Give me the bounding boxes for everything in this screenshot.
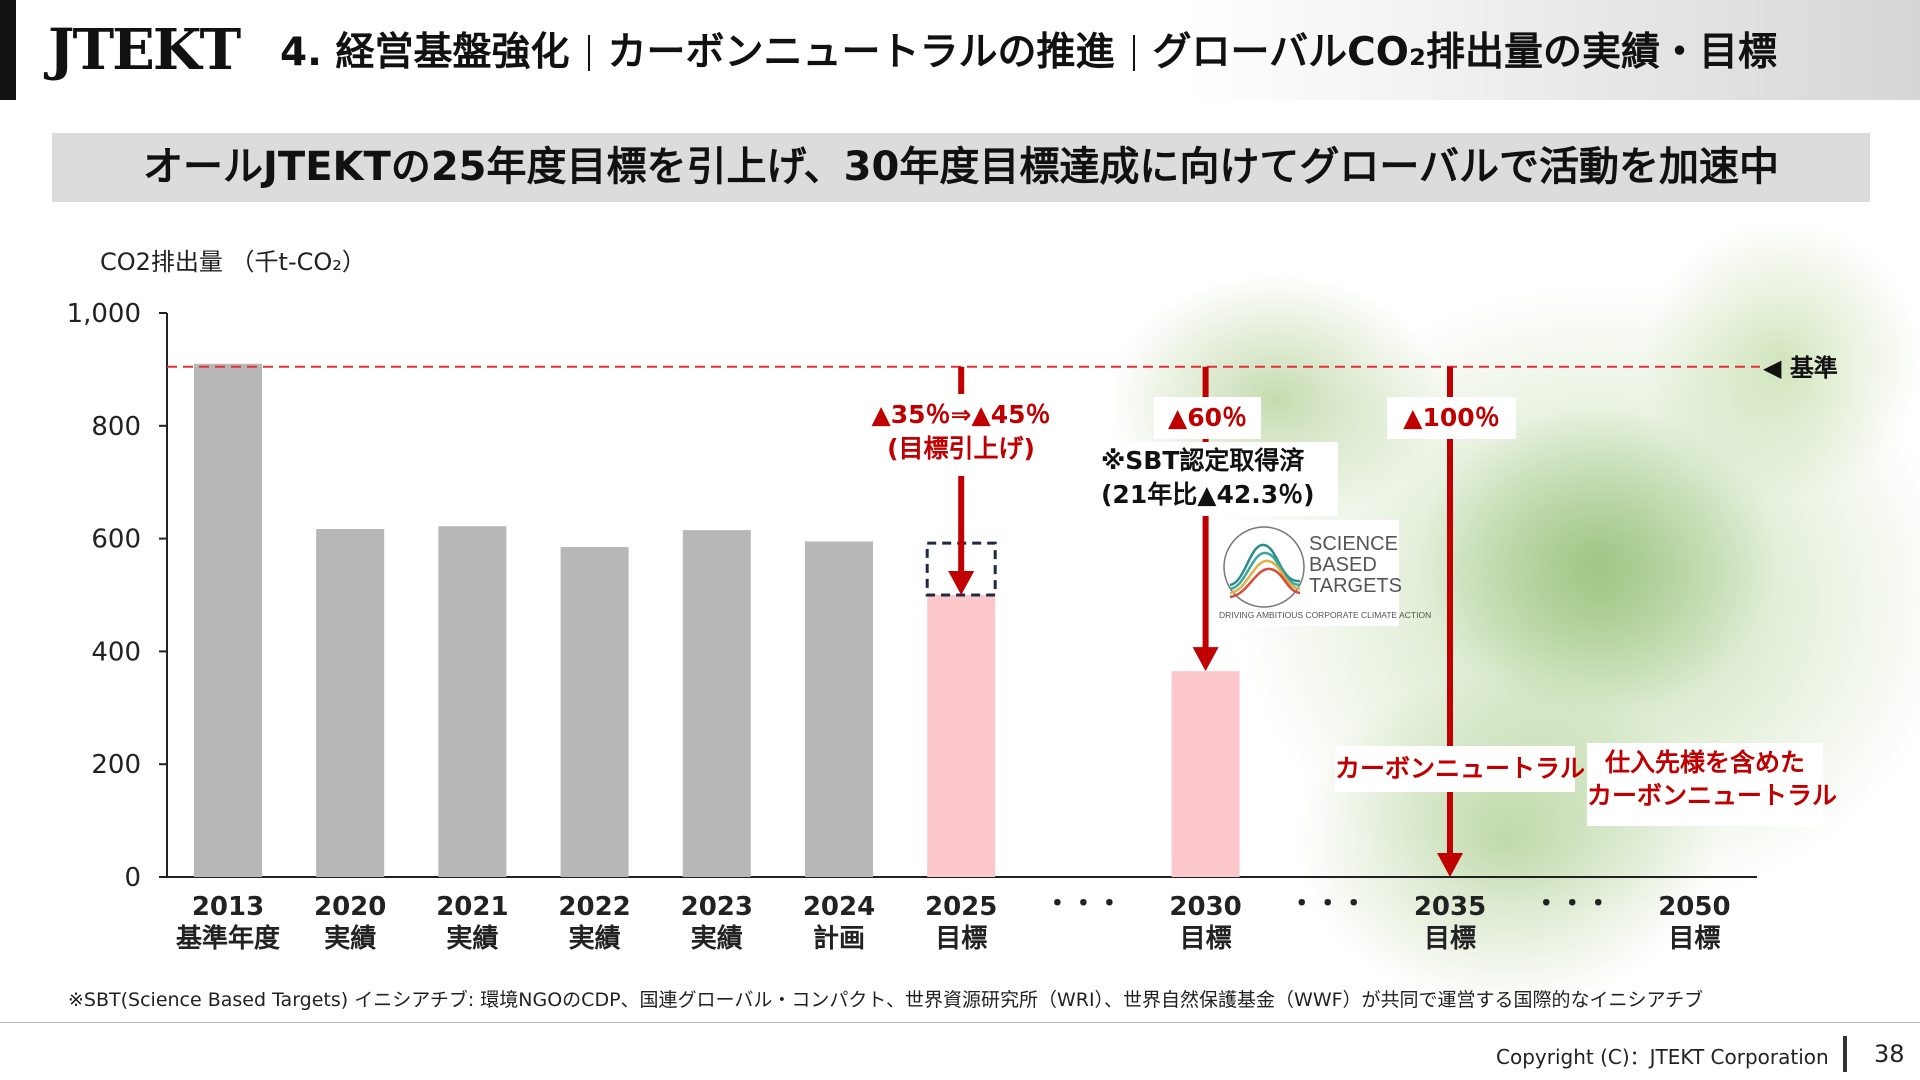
bar-2021 bbox=[438, 526, 507, 877]
label-2050-line1: 仕入先様を含めた bbox=[1604, 748, 1805, 777]
y-axis-title: CO2排出量 （千t-CO₂） bbox=[100, 248, 366, 276]
y-tick-label: 800 bbox=[91, 412, 141, 442]
sbt-logo: SCIENCE BASED TARGETS DRIVING AMBITIOUS … bbox=[1217, 520, 1431, 626]
sbt-note: ※SBT認定取得済 (21年比▲42.3％) bbox=[1093, 442, 1338, 516]
arrow-2025-head bbox=[948, 571, 975, 595]
header-accent-stripe bbox=[0, 0, 16, 100]
x-tick-label: 2013 bbox=[192, 892, 264, 922]
x-tick-label: 2023 bbox=[681, 892, 753, 922]
bar-2024 bbox=[805, 541, 873, 877]
label-2025-line2: (目標引上げ) bbox=[887, 434, 1035, 463]
x-tick-label: 2022 bbox=[558, 892, 630, 922]
title-section: 4. 経営基盤強化 bbox=[280, 30, 570, 75]
title-topic: カーボンニュートラルの推進 bbox=[607, 30, 1115, 75]
label-2030-target: ▲60％ bbox=[1154, 397, 1261, 439]
sbt-logo-text: SCIENCE BASED TARGETS bbox=[1309, 534, 1402, 597]
x-tick-label: 2030 bbox=[1169, 892, 1241, 922]
bar-2020 bbox=[316, 529, 385, 877]
sbt-logo-mark bbox=[1223, 526, 1305, 608]
bar-2022 bbox=[560, 547, 629, 877]
sbt-line-targets: TARGETS bbox=[1309, 575, 1402, 597]
x-tick-sublabel: 目標 bbox=[1180, 924, 1232, 954]
x-tick-label: 2050 bbox=[1658, 892, 1730, 922]
title-subtopic: グローバルCO₂排出量の実績・目標 bbox=[1152, 30, 1778, 75]
x-tick-sublabel: 計画 bbox=[813, 923, 865, 954]
x-tick-sublabel: 実績 bbox=[324, 923, 376, 954]
sbt-note-line1: ※SBT認定取得済 bbox=[1101, 446, 1305, 475]
jtekt-logo: JTEKT bbox=[48, 17, 241, 83]
title-divider bbox=[587, 35, 590, 71]
x-tick-label: ・・・ bbox=[1044, 889, 1122, 919]
label-2025-line1: ▲35％⇒▲45％ bbox=[871, 400, 1051, 429]
x-tick-sublabel: 基準年度 bbox=[176, 923, 280, 954]
label-2035-carbon-neutral: カーボンニュートラル bbox=[1335, 746, 1585, 792]
label-2050-line2: カーボンニュートラル bbox=[1587, 781, 1838, 810]
headline-banner: オールJTEKTの25年度目標を引上げ、30年度目標達成に向けてグローバルで活動… bbox=[52, 133, 1870, 202]
page-number: 38 bbox=[1874, 1040, 1905, 1068]
x-tick-label: 2021 bbox=[436, 892, 508, 922]
y-tick-label: 200 bbox=[91, 750, 141, 780]
header-bar: JTEKT 4. 経営基盤強化 カーボンニュートラルの推進 グローバルCO₂排出量の… bbox=[0, 0, 1920, 100]
x-tick-sublabel: 目標 bbox=[1668, 924, 1720, 954]
page-title: 4. 経営基盤強化 カーボンニュートラルの推進 グローバルCO₂排出量の実績・目標 bbox=[280, 28, 1777, 78]
bar-2013 bbox=[194, 363, 262, 877]
y-tick-label: 1,000 bbox=[67, 299, 141, 329]
x-tick-label: ・・・ bbox=[1533, 889, 1611, 919]
bar-2030 bbox=[1171, 671, 1240, 877]
x-tick-sublabel: 実績 bbox=[569, 923, 621, 954]
copyright: Copyright (C)：JTEKT Corporation bbox=[1496, 1045, 1829, 1069]
label-2035-target: ▲100％ bbox=[1387, 397, 1516, 439]
sbt-note-line2: (21年比▲42.3％) bbox=[1101, 480, 1315, 509]
x-tick-sublabel: 実績 bbox=[691, 923, 743, 954]
sbt-logo-tagline: DRIVING AMBITIOUS CORPORATE CLIMATE ACTI… bbox=[1219, 610, 1432, 620]
footnote: ※SBT(Science Based Targets) イニシアチブ: 環境NG… bbox=[68, 989, 1704, 1011]
x-tick-sublabel: 実績 bbox=[446, 923, 498, 954]
x-tick-label: 2035 bbox=[1414, 892, 1486, 922]
x-tick-sublabel: 目標 bbox=[935, 924, 987, 954]
y-tick-label: 400 bbox=[91, 637, 141, 667]
forest-background bbox=[1000, 200, 1920, 1000]
x-tick-sublabel: 目標 bbox=[1424, 924, 1476, 954]
label-2025-target: ▲35％⇒▲45％ (目標引上げ) bbox=[850, 394, 1072, 476]
bar-2025 bbox=[927, 595, 996, 877]
y-tick-label: 600 bbox=[91, 525, 141, 555]
title-divider bbox=[1132, 35, 1135, 71]
x-tick-label: 2024 bbox=[803, 892, 875, 922]
x-tick-label: ・・・ bbox=[1289, 889, 1367, 919]
baseline-label: ◀ 基準 bbox=[1763, 354, 1838, 382]
arrow-2030-head bbox=[1192, 647, 1219, 672]
sbt-line-based: BASED bbox=[1309, 554, 1377, 576]
x-tick-label: 2025 bbox=[925, 892, 997, 922]
x-tick-label: 2020 bbox=[314, 892, 386, 922]
sbt-line-science: SCIENCE bbox=[1309, 533, 1398, 555]
footer-divider bbox=[0, 1022, 1920, 1023]
y-tick-label: 0 bbox=[124, 863, 141, 893]
arrow-2035-head bbox=[1437, 853, 1463, 877]
page-number-divider bbox=[1843, 1036, 1847, 1072]
bar-2023 bbox=[682, 530, 751, 877]
label-2050-carbon-neutral: 仕入先様を含めた カーボンニュートラル bbox=[1587, 743, 1838, 826]
